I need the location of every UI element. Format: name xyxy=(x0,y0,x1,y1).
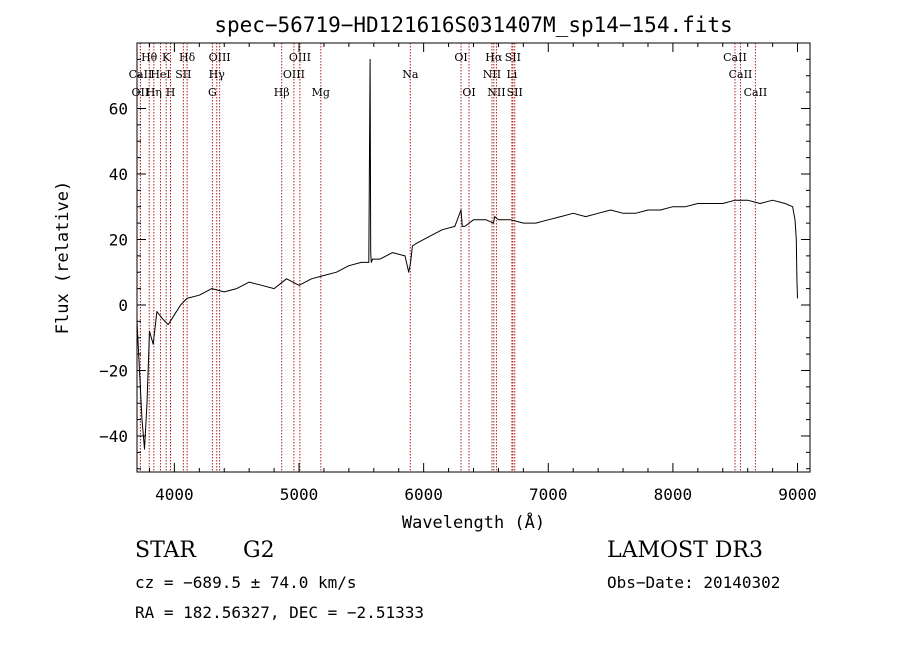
x-tick-label: 6000 xyxy=(404,485,443,504)
x-axis-label: Wavelength (Å) xyxy=(402,511,545,533)
subclass-label: G2 xyxy=(243,538,275,563)
line-label: Li xyxy=(506,68,517,81)
x-tick-label: 9000 xyxy=(778,485,817,504)
line-label: Hθ xyxy=(141,51,158,64)
chart-title: spec−56719−HD121616S031407M_sp14−154.fit… xyxy=(214,13,732,37)
line-label: OIII xyxy=(209,51,231,64)
line-label: OI xyxy=(454,51,467,64)
line-label: H xyxy=(166,86,176,99)
line-label: G xyxy=(208,86,217,99)
y-tick-label: −40 xyxy=(99,427,128,446)
line-label: CaII xyxy=(729,68,753,81)
y-tick-label: 60 xyxy=(109,99,128,118)
line-label: Mg xyxy=(312,86,330,99)
line-label: Hα xyxy=(485,51,503,64)
line-label: CaII xyxy=(723,51,747,64)
line-label: OIII xyxy=(283,68,305,81)
redshift-label: cz = −689.5 ± 74.0 km/s xyxy=(135,573,357,592)
line-label: SII xyxy=(175,68,191,81)
x-tick-label: 8000 xyxy=(654,485,693,504)
y-tick-label: 20 xyxy=(109,230,128,249)
line-label: CaII xyxy=(129,68,153,81)
line-label: Hγ xyxy=(209,68,226,81)
line-label: NII xyxy=(487,86,505,99)
line-label: SII xyxy=(507,86,523,99)
x-tick-label: 5000 xyxy=(280,485,319,504)
line-label: NII xyxy=(483,68,501,81)
x-tick-label: 4000 xyxy=(155,485,194,504)
line-label: Hδ xyxy=(179,51,196,64)
line-label: OII xyxy=(132,86,150,99)
y-tick-label: −20 xyxy=(99,361,128,380)
line-label: K xyxy=(162,51,171,64)
y-axis-label: Flux (relative) xyxy=(53,181,73,335)
coordinates-label: RA = 182.56327, DEC = −2.51333 xyxy=(135,603,424,622)
line-label: HeI xyxy=(150,68,170,81)
line-label: CaII xyxy=(744,86,768,99)
x-tick-label: 7000 xyxy=(529,485,568,504)
line-label: OIII xyxy=(289,51,311,64)
line-label: OI xyxy=(462,86,475,99)
line-label: Hβ xyxy=(274,86,290,99)
line-label: Na xyxy=(402,68,419,81)
y-tick-label: 40 xyxy=(109,165,128,184)
obs-date-label: Obs−Date: 20140302 xyxy=(607,573,781,592)
spectrum-line xyxy=(136,58,798,450)
line-label: Hη xyxy=(146,86,162,99)
y-tick-label: 0 xyxy=(118,296,128,315)
object-class-label: STAR xyxy=(135,538,196,563)
line-label: SII xyxy=(505,51,521,64)
plot-frame xyxy=(136,42,811,473)
survey-label: LAMOST DR3 xyxy=(607,538,763,563)
